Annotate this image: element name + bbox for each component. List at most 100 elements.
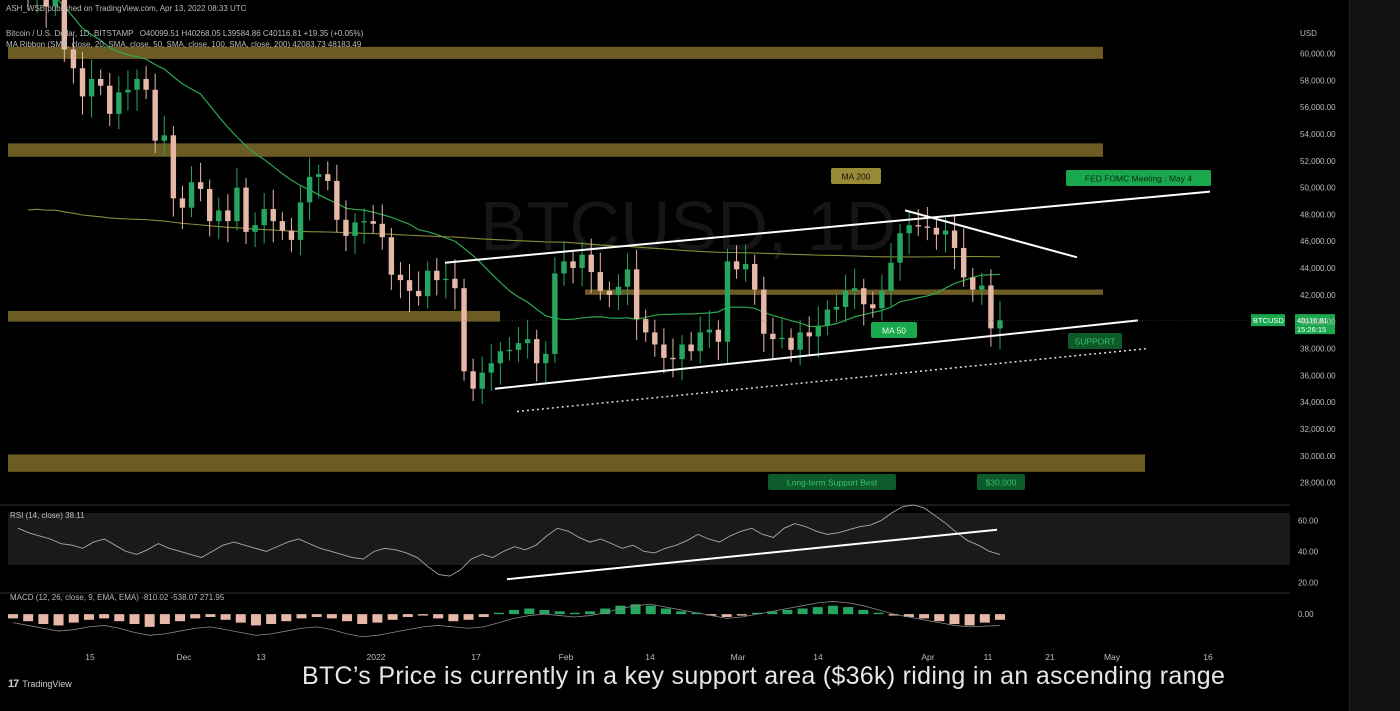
candle-body bbox=[143, 78, 149, 90]
macd-hist-bar bbox=[645, 605, 656, 615]
macd-hist-bar bbox=[83, 614, 94, 620]
candle-body bbox=[243, 187, 249, 232]
candle-body bbox=[897, 233, 903, 263]
macd-hist-bar bbox=[129, 614, 140, 625]
macd-hist-bar bbox=[8, 614, 18, 619]
candle-body bbox=[733, 261, 740, 270]
y-tick-label: 32,000.00 bbox=[1300, 425, 1336, 434]
ohlc-text: O40099.51 H40268.05 L39584.86 C40116.81 … bbox=[139, 29, 364, 38]
x-tick-label: May bbox=[1104, 652, 1121, 662]
macd-hist-bar bbox=[68, 614, 79, 623]
macd-hist-bar bbox=[539, 609, 550, 615]
macd-hist-bar bbox=[266, 614, 277, 625]
macd-hist-bar bbox=[175, 614, 186, 622]
candle-body bbox=[788, 337, 794, 350]
candle-body bbox=[361, 221, 367, 223]
macd-hist-bar bbox=[144, 614, 155, 627]
candle-body bbox=[861, 288, 867, 305]
symbol-line: Bitcoin / U.S. Dollar, 1D, BITSTAMP O400… bbox=[6, 29, 367, 38]
rsi-tick: 60.00 bbox=[1298, 516, 1319, 525]
tradingview-logo[interactable]: 17 TradingView bbox=[8, 678, 72, 690]
ma-ribbon-line: MA Ribbon (SMA, close, 20, SMA, close, 5… bbox=[6, 40, 365, 49]
candle-body bbox=[697, 332, 703, 352]
candle-body bbox=[161, 135, 167, 141]
macd-hist-bar bbox=[797, 608, 808, 615]
candle-body bbox=[597, 272, 603, 291]
macd-hist-bar bbox=[402, 614, 413, 617]
candle-body bbox=[988, 285, 994, 329]
macd-hist-bar bbox=[949, 614, 960, 625]
rsi-tick: 40.00 bbox=[1298, 547, 1319, 556]
label-fomc: FED FOMC Meeting : May 4 bbox=[1085, 174, 1192, 184]
x-tick-label: Feb bbox=[559, 652, 574, 662]
ma50-line bbox=[57, 0, 1001, 328]
candle-body bbox=[742, 264, 749, 270]
ma200-line bbox=[27, 208, 1001, 258]
labels-layer: MA 200 MA 50 FED FOMC Meeting : May 4 SUPPO… bbox=[768, 168, 1335, 490]
y-tick-label: 60,000.00 bbox=[1300, 50, 1336, 59]
candle-body bbox=[606, 290, 613, 295]
y-tick-label: 48,000.00 bbox=[1300, 210, 1336, 219]
candle-body bbox=[125, 89, 131, 93]
macd-hist-bar bbox=[372, 614, 383, 623]
rsi-trendline bbox=[506, 528, 998, 581]
candle-body bbox=[188, 182, 195, 208]
candle-body bbox=[652, 332, 658, 345]
candle-body bbox=[915, 225, 921, 227]
label-target-box bbox=[977, 474, 1025, 490]
right-sidebar bbox=[1349, 0, 1400, 711]
price-tag-value-box bbox=[1295, 314, 1335, 335]
macd-hist-bar bbox=[524, 608, 535, 615]
candle-body bbox=[960, 247, 967, 278]
candle-body bbox=[770, 333, 776, 340]
macd-hist-bar bbox=[615, 605, 626, 615]
y-tick-label: 28,000.00 bbox=[1300, 479, 1336, 488]
candle-body bbox=[534, 339, 540, 364]
candle-body bbox=[470, 371, 476, 389]
symbol-text[interactable]: Bitcoin / U.S. Dollar, 1D, BITSTAMP bbox=[6, 29, 134, 38]
x-tick-label: 14 bbox=[645, 652, 655, 662]
candle-body bbox=[824, 309, 831, 326]
candle-body bbox=[443, 278, 449, 281]
macd-hist-bar bbox=[99, 614, 110, 619]
candle-body bbox=[942, 230, 949, 235]
candle-body bbox=[615, 286, 622, 295]
macd-hist-bar bbox=[114, 614, 125, 622]
macd-pane: MACD (12, 26, close, 9, EMA, EMA) -810.0… bbox=[0, 592, 1314, 638]
y-tick-label: 30,000.00 bbox=[1300, 452, 1336, 461]
dotted-support-line bbox=[516, 347, 1149, 413]
macd-hist-bar bbox=[676, 611, 687, 615]
macd-hist-bar bbox=[357, 614, 368, 625]
candle-body bbox=[661, 344, 667, 358]
x-tick-label: 16 bbox=[1203, 652, 1213, 662]
macd-line bbox=[12, 601, 1001, 638]
candle-body bbox=[924, 226, 931, 228]
candle-body bbox=[206, 188, 213, 222]
candle-body bbox=[270, 209, 276, 222]
candle-body bbox=[279, 221, 286, 231]
candle-body bbox=[434, 270, 440, 281]
macd-hist-bar bbox=[721, 614, 732, 617]
label-ma-200-box bbox=[831, 168, 881, 184]
ma-ribbon-text[interactable]: MA Ribbon (SMA, close, 20, SMA, close, 5… bbox=[6, 40, 362, 49]
candle-body bbox=[306, 176, 313, 203]
candle-body bbox=[842, 290, 849, 307]
candle-body bbox=[951, 230, 958, 248]
candle-body bbox=[561, 261, 567, 274]
macd-hist-bar bbox=[433, 614, 444, 619]
macd-hist-bar bbox=[190, 614, 201, 619]
candle-body bbox=[325, 174, 331, 181]
candle-body bbox=[933, 227, 940, 235]
y-tick-label: 56,000.00 bbox=[1300, 103, 1336, 112]
macd-hist-bar bbox=[979, 614, 990, 623]
candle-body bbox=[497, 351, 504, 364]
candle-body bbox=[179, 198, 186, 208]
candle-body bbox=[370, 221, 376, 224]
candle-body bbox=[352, 222, 358, 236]
macd-hist-bar bbox=[767, 611, 778, 615]
macd-hist-bar bbox=[706, 614, 717, 616]
candle-body bbox=[116, 92, 122, 114]
resistance-zone-top bbox=[8, 46, 1103, 59]
candle-body bbox=[252, 225, 258, 232]
